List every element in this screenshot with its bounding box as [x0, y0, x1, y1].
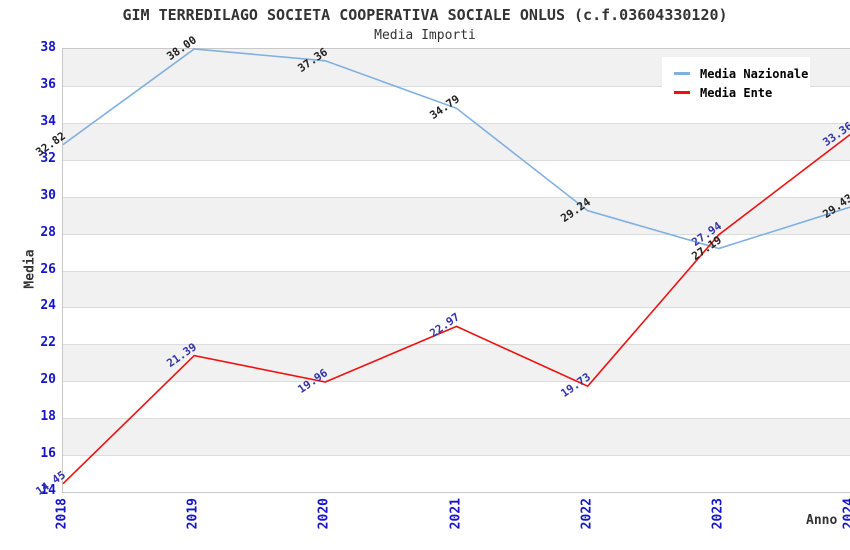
data-lines — [62, 48, 850, 485]
band — [63, 418, 850, 456]
y-tick-label: 14 — [40, 483, 56, 498]
gridline — [63, 307, 850, 309]
x-tick-label: 2023 — [710, 498, 726, 530]
y-tick-label: 32 — [40, 150, 56, 166]
legend-item: Media Nazionale — [674, 64, 810, 83]
gridline — [63, 455, 850, 457]
x-tick-label: 2018 — [54, 498, 70, 530]
gridline — [63, 196, 850, 198]
gridline — [63, 381, 850, 383]
band — [63, 455, 850, 492]
y-tick-label: 20 — [40, 372, 56, 388]
y-tick-label: 28 — [40, 224, 56, 240]
legend-line-swatch — [674, 91, 690, 94]
gridline — [63, 233, 850, 235]
y-tick-label: 26 — [40, 261, 56, 277]
band — [63, 159, 850, 197]
series-line-media-nazionale — [62, 48, 850, 250]
gridline — [63, 85, 850, 87]
legend-label: Media Nazionale — [700, 66, 809, 81]
chart-subtitle: Media Importi — [374, 28, 476, 43]
legend-line-swatch — [674, 72, 690, 75]
gridline — [63, 270, 850, 272]
y-tick-label: 22 — [40, 335, 56, 351]
x-tick-label: 2020 — [316, 498, 332, 530]
chart-title: GIM TERREDILAGO SOCIETA COOPERATIVA SOCI… — [122, 6, 728, 24]
y-tick-label: 36 — [40, 76, 56, 92]
y-tick-label: 38 — [40, 40, 56, 55]
band — [63, 344, 850, 382]
legend-item: Media Ente — [674, 83, 810, 102]
band — [63, 381, 850, 419]
x-tick-label: 2022 — [579, 498, 595, 530]
x-tick-label: 2019 — [185, 498, 201, 530]
gridline — [63, 122, 850, 124]
x-tick-label: 2021 — [448, 498, 463, 530]
series-line-media-ente — [62, 133, 850, 485]
y-tick-label: 24 — [40, 298, 56, 314]
band — [63, 122, 850, 160]
legend: Media Nazionale Media Ente — [662, 57, 810, 109]
gridline — [63, 418, 850, 420]
y-tick-label: 34 — [40, 113, 56, 129]
band — [63, 270, 850, 308]
x-axis-label: Anno — [806, 513, 838, 528]
legend-label: Media Ente — [700, 85, 773, 100]
y-tick-label: 30 — [40, 187, 56, 203]
band — [63, 233, 850, 271]
y-tick-label: 18 — [40, 409, 56, 425]
gridline — [63, 344, 850, 346]
gridline — [63, 159, 850, 161]
y-tick-label: 16 — [40, 446, 56, 462]
x-tick-label: 2024 — [841, 498, 850, 530]
band — [63, 196, 850, 234]
plot-area — [62, 48, 850, 493]
